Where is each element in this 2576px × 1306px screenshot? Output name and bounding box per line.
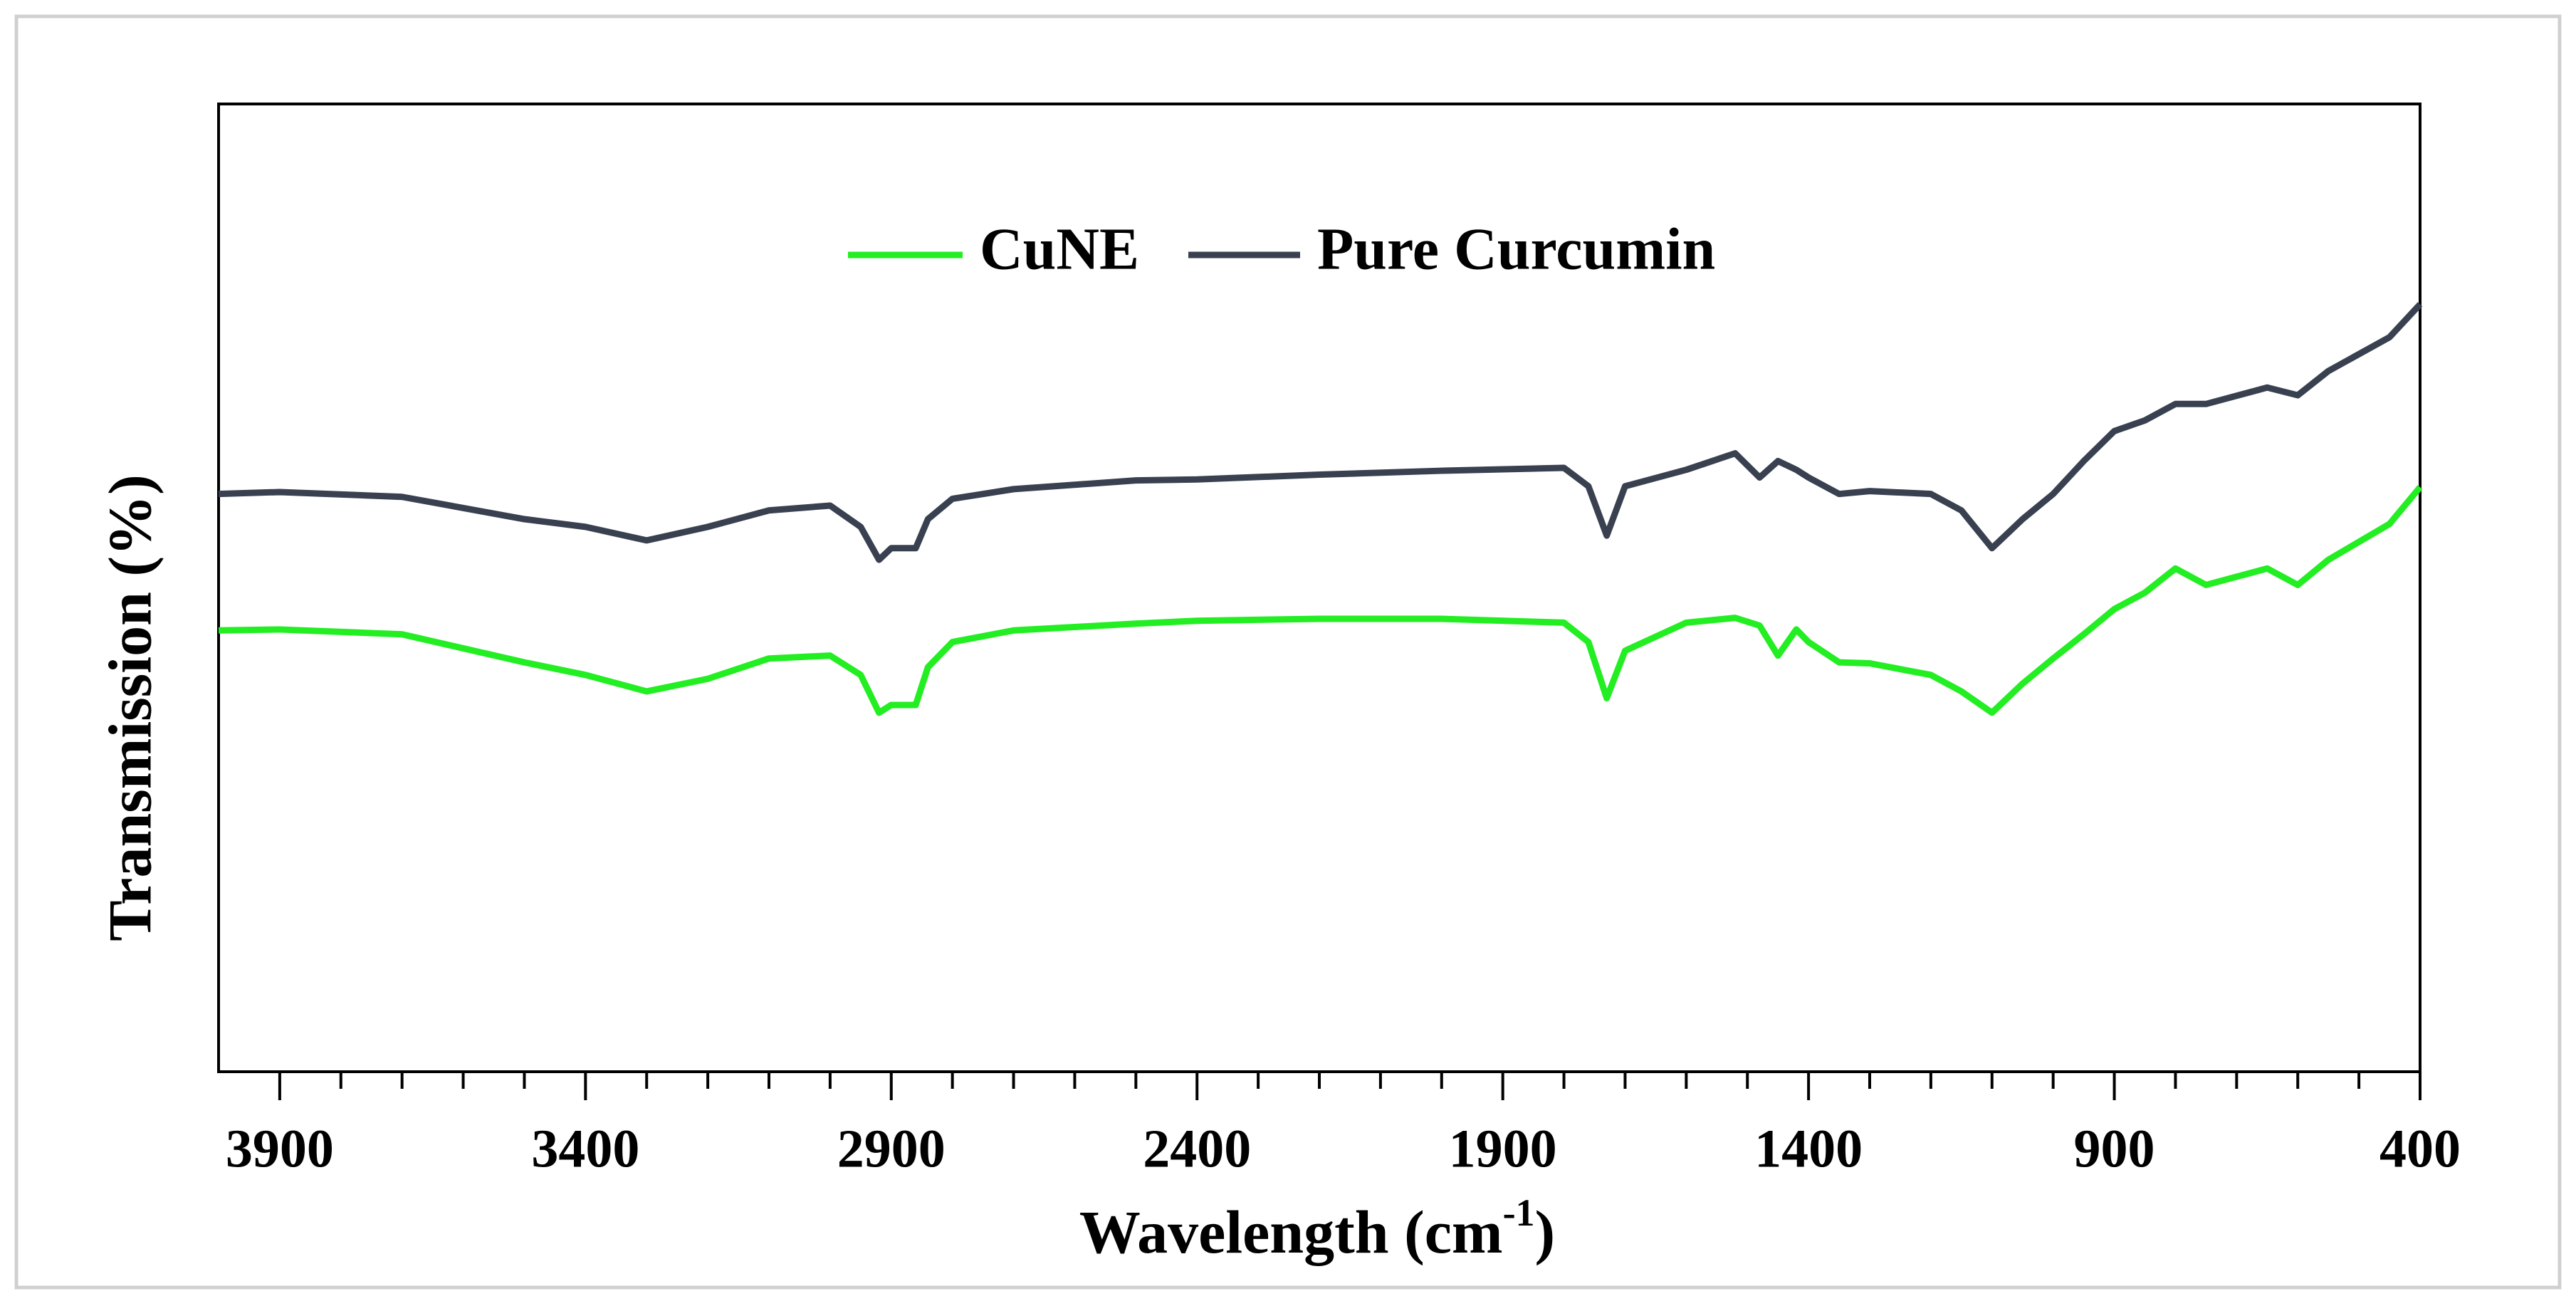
outer-frame: [14, 14, 2562, 1290]
legend-label: CuNE: [980, 216, 1139, 282]
x-label-sup: -1: [1503, 1191, 1535, 1234]
x-tick-label: 3900: [226, 1119, 334, 1179]
x-label-text: Wavelength (cm: [1079, 1198, 1503, 1266]
series-line: [218, 485, 2423, 716]
x-tick-label: 2900: [837, 1119, 946, 1179]
x-tick-label: 3400: [531, 1119, 639, 1179]
x-label-suffix: ): [1535, 1198, 1556, 1266]
x-tick-label: 1900: [1449, 1119, 1557, 1179]
y-axis-label: Transmission (%): [96, 474, 164, 941]
x-tick-label: 400: [2379, 1119, 2461, 1179]
series-line: [218, 302, 2423, 563]
x-tick-label: 2400: [1143, 1119, 1251, 1179]
legend-label: Pure Curcumin: [1317, 216, 1715, 282]
x-tick-label: 1400: [1754, 1119, 1863, 1179]
x-tick-label: 900: [2074, 1119, 2155, 1179]
x-axis-label: Wavelength (cm-1): [1079, 1191, 1555, 1265]
